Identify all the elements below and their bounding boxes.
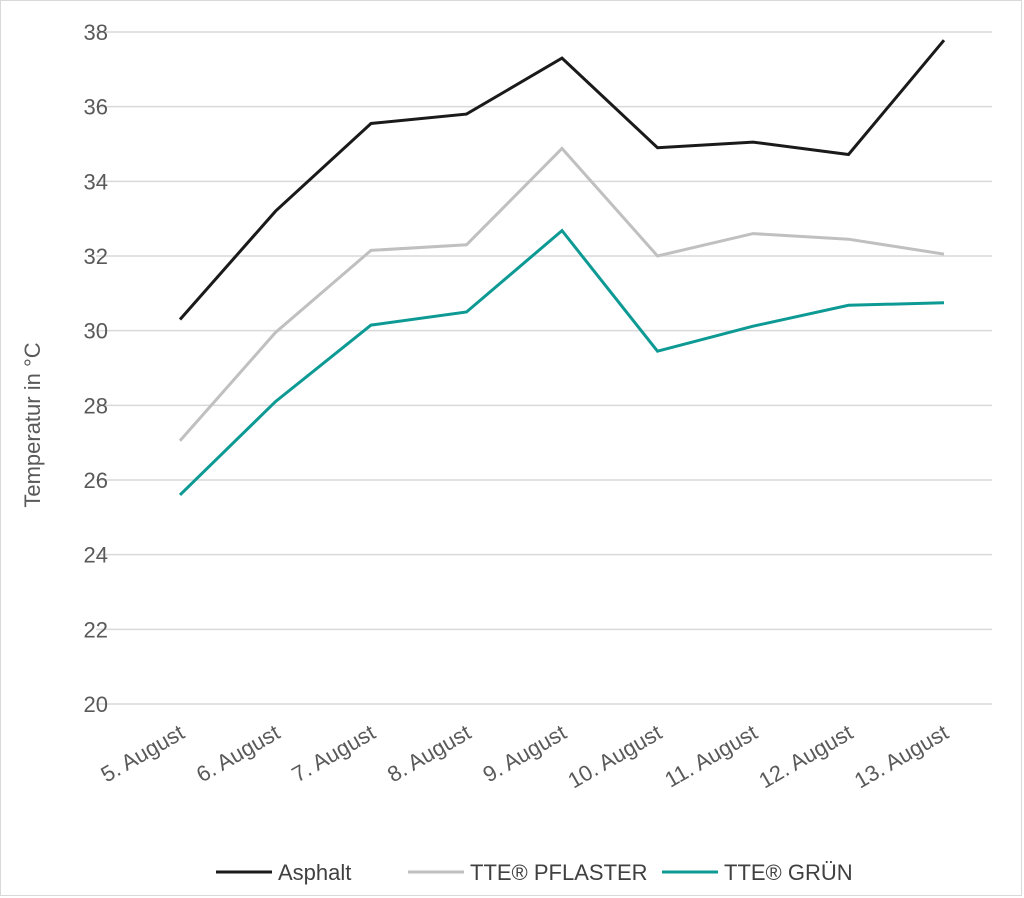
- x-tick-label: 7. August: [288, 720, 380, 788]
- x-tick-label: 9. August: [479, 720, 571, 788]
- y-tick-label: 34: [84, 169, 108, 194]
- legend: Asphalt TTE® PFLASTER TTE® GRÜN: [216, 860, 853, 885]
- series-line-asphalt: [178, 39, 946, 321]
- y-tick-label: 38: [84, 20, 108, 45]
- x-tick-label: 13. August: [850, 720, 953, 794]
- y-tick-label: 24: [84, 543, 108, 568]
- y-tick-label: 20: [84, 692, 108, 717]
- legend-label: TTE® PFLASTER: [470, 860, 648, 885]
- y-tick-label: 36: [84, 95, 108, 120]
- x-tick-label: 10. August: [563, 720, 666, 794]
- y-tick-labels: 20 22 24 26 28 30 32 34 36 38: [84, 20, 108, 717]
- x-tick-label: 11. August: [660, 720, 761, 793]
- y-tick-label: 30: [84, 319, 108, 344]
- x-tick-label: 12. August: [754, 720, 857, 794]
- grid-lines: [96, 31, 992, 705]
- legend-label: Asphalt: [278, 860, 351, 885]
- series-lines: [178, 39, 946, 496]
- y-tick-label: 26: [84, 468, 108, 493]
- y-tick-label: 28: [84, 393, 108, 418]
- x-tick-label: 5. August: [97, 720, 189, 788]
- y-tick-label: 32: [84, 244, 108, 269]
- x-tick-label: 6. August: [192, 720, 284, 788]
- legend-label: TTE® GRÜN: [724, 860, 853, 885]
- series-line-tte-pflaster: [178, 146, 945, 442]
- x-tick-label: 8. August: [383, 720, 475, 788]
- y-tick-label: 22: [84, 617, 108, 642]
- y-axis-title: Temperatur in °C: [20, 342, 45, 507]
- x-tick-labels: 5. August 6. August 7. August 8. August 9. A…: [97, 720, 953, 794]
- series-line-tte-gr-n: [178, 228, 945, 496]
